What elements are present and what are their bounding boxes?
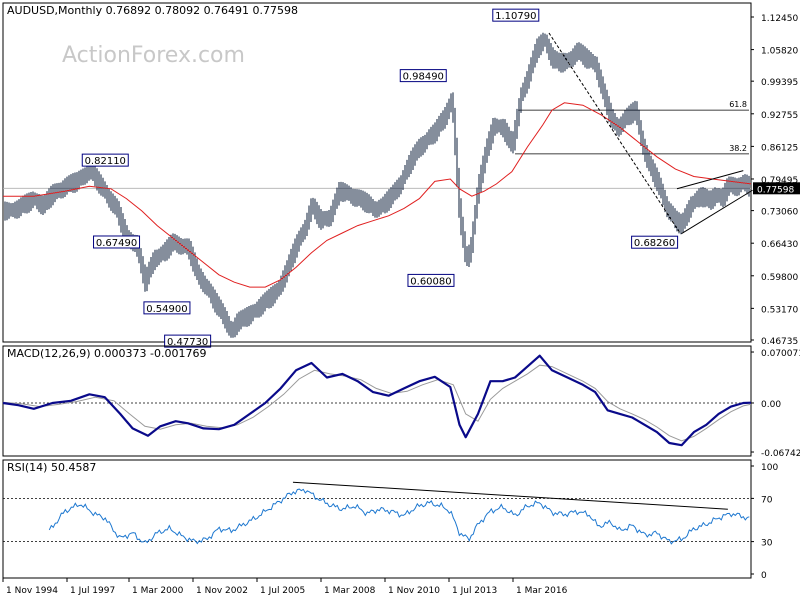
- price-y-tick-label: 1.12450: [761, 14, 798, 24]
- price-annotation-label: 0.47730: [167, 337, 208, 348]
- price-annotation-box: [407, 273, 455, 287]
- rsi-y-axis: 100 70 30 0: [751, 463, 778, 581]
- price-panel-border: [2, 2, 752, 343]
- macd-y-axis: 0.070071 0.00 -0.067423: [751, 349, 800, 459]
- rsi-trendline: [292, 481, 728, 510]
- price-annotation-label: 1.10790: [495, 11, 536, 22]
- price-annotation-label: 0.60080: [410, 276, 451, 287]
- rsi-panel-border: [2, 459, 752, 579]
- price-y-tick-label: 0.99395: [761, 78, 798, 88]
- current-price-tag: [753, 182, 800, 195]
- rsi-y-tick-label: 0: [761, 571, 767, 581]
- price-y-tick-label: 0.79495: [761, 176, 798, 186]
- price-bars: [4, 32, 750, 338]
- chart-title: AUDUSD,Monthly 0.76892 0.78092 0.76491 0…: [7, 4, 298, 17]
- time-axis-label: 1 Mar 2000: [132, 586, 184, 596]
- rsi-y-tick-label: 100: [761, 463, 778, 473]
- price-y-axis: 1.12450 1.05820 0.99395 0.92755 0.86125 0.794…: [751, 14, 800, 347]
- macd-y-tick-label: 0.00: [761, 400, 781, 410]
- price-annotation-box: [492, 8, 540, 22]
- price-y-tick-label: 0.66430: [761, 240, 798, 250]
- price-annotation-box: [143, 301, 191, 315]
- channel-upper-line: [676, 170, 744, 190]
- moving-average-line: [3, 102, 752, 288]
- price-y-tick-label: 0.86125: [761, 143, 798, 153]
- rsi-title: RSI(14) 50.4587: [7, 461, 96, 474]
- price-annotation-label: 0.67490: [96, 238, 137, 249]
- price-annotation-label: 0.98490: [403, 72, 444, 83]
- macd-title: MACD(12,26,9) 0.000373 -0.001769: [7, 347, 206, 360]
- rsi-line: [48, 488, 750, 545]
- time-axis-label: 1 Nov 2010: [388, 586, 440, 596]
- price-panel: ActionForex.com AUDUSD,Monthly 0.76892 0…: [2, 2, 800, 348]
- price-y-tick-label: 1.05820: [761, 47, 798, 57]
- channel-lower-line: [681, 189, 753, 234]
- current-price-label: 0.77598: [757, 185, 794, 195]
- rsi-y-tick-label: 70: [761, 495, 773, 505]
- fibonacci-label: 61.8: [729, 100, 747, 109]
- price-y-tick-label: 0.46735: [761, 337, 798, 347]
- price-annotation-box: [631, 235, 679, 249]
- time-axis-label: 1 Jul 2013: [452, 586, 497, 596]
- watermark: ActionForex.com: [62, 43, 245, 68]
- price-y-tick-label: 0.53170: [761, 305, 798, 315]
- time-axis-label: 1 Jul 2005: [260, 586, 305, 596]
- rsi-panel: RSI(14) 50.4587 100 70 30 0: [2, 459, 778, 581]
- rsi-plot-area: [3, 481, 751, 545]
- rsi-y-tick-label: 30: [761, 539, 773, 549]
- macd-signal-line: [2, 364, 752, 442]
- time-axis-label: 1 Nov 2002: [196, 586, 248, 596]
- time-axis-label: 1 Mar 2016: [516, 586, 568, 596]
- price-annotation-label: 0.54900: [146, 304, 187, 315]
- time-axis-label: 1 Mar 2008: [324, 586, 376, 596]
- price-annotation-label: 0.82110: [85, 156, 126, 167]
- time-axis-label: 1 Jul 1997: [70, 586, 115, 596]
- price-plot-area: 61.8 38.2 0.82110 0.67490 0.54900 0.47730 0.98…: [3, 8, 753, 348]
- time-axis-label: 1 Nov 1994: [6, 586, 58, 596]
- rsi-series: [48, 488, 750, 545]
- time-axis: 1 Nov 1994 1 Jul 1997 1 Mar 2000 1 Nov 2002…: [2, 578, 568, 596]
- price-annotation-box: [81, 153, 129, 167]
- symbol-label: AUDUSD,Monthly: [7, 4, 103, 17]
- macd-line: [2, 354, 752, 447]
- macd-y-tick-label: 0.070071: [761, 349, 800, 359]
- macd-plot-area: [2, 354, 752, 447]
- macd-y-tick-label: -0.067423: [761, 449, 800, 459]
- price-annotation-box: [164, 334, 212, 348]
- price-annotation-label: 0.68260: [634, 238, 675, 249]
- price-annotation-box: [399, 69, 447, 83]
- price-y-tick-label: 0.73060: [761, 208, 798, 218]
- fibonacci-label: 38.2: [729, 144, 747, 153]
- price-y-tick-label: 0.59800: [761, 273, 798, 283]
- price-annotation-box: [93, 235, 141, 249]
- ohlc-text: 0.76892 0.78092 0.76491 0.77598: [106, 4, 298, 17]
- price-y-tick-label: 0.92755: [761, 111, 798, 121]
- macd-panel: MACD(12,26,9) 0.000373 -0.001769 0.07007…: [2, 345, 800, 459]
- macd-panel-border: [2, 345, 752, 457]
